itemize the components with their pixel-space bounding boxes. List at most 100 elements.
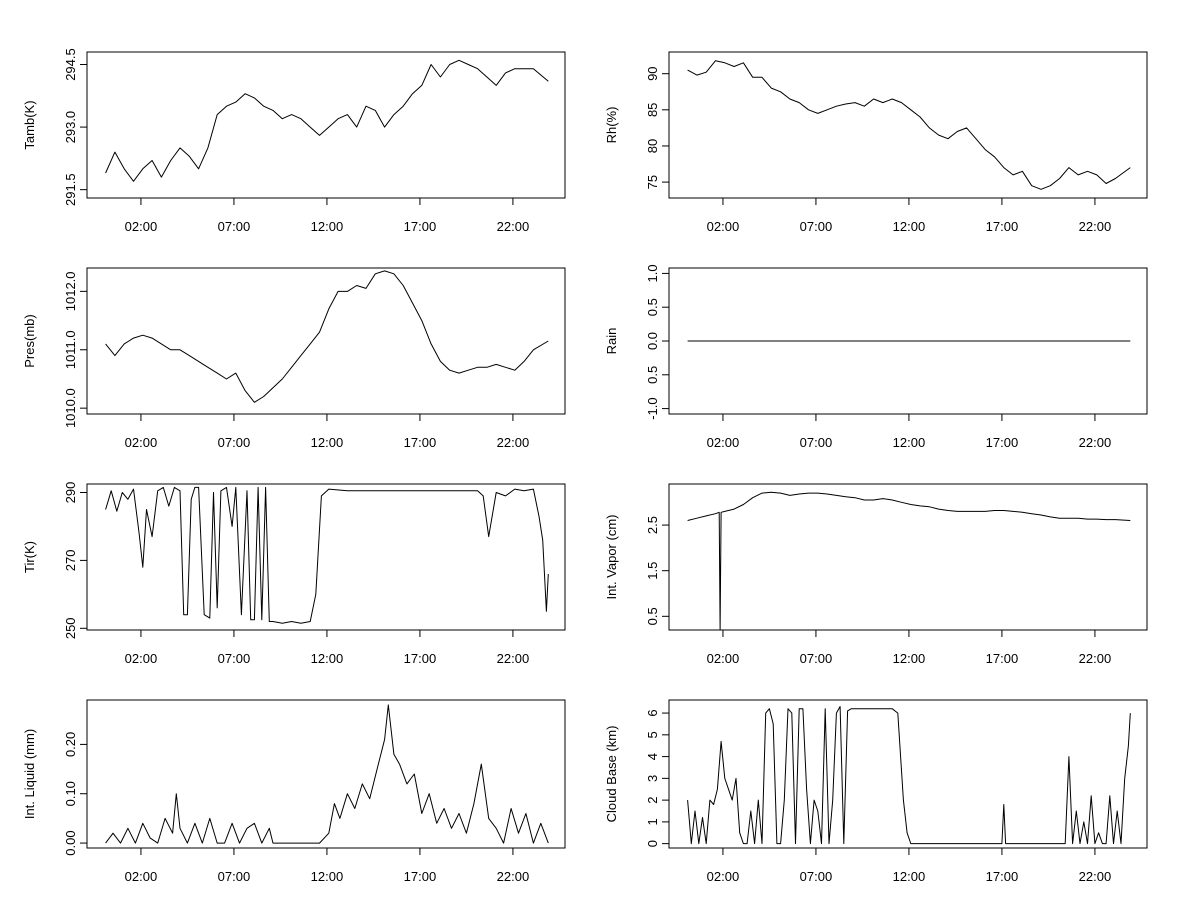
series-line [105,486,549,624]
series-line [105,270,549,403]
x-tick-label: 02:00 [707,651,740,666]
y-tick-label: 0.5 [645,298,660,316]
x-tick-label: 17:00 [986,651,1019,666]
series-line [687,706,1131,845]
x-tick-label: 17:00 [986,869,1019,884]
y-axis-label: Int. Liquid (mm) [22,729,37,819]
y-axis-label: Tamb(K) [22,100,37,149]
y-tick-label: 270 [63,550,78,572]
x-tick-label: 17:00 [404,219,437,234]
y-tick-label: -1.0 [645,397,660,419]
y-tick-label: 0.5 [645,366,660,384]
y-tick-label: 0.00 [63,830,78,855]
y-tick-label: 90 [645,66,660,80]
panel-3: 02:00 07:00 12:00 17:00 22:00 -1.0 0.5 0.0 0.5 1.… [604,264,1148,450]
y-tick-label: 0.5 [645,607,660,625]
y-axis-label: Cloud Base (km) [604,726,619,823]
panel-5: 02:00 07:00 12:00 17:00 22:00 0.5 1.5 2.5 Int. V… [604,483,1148,666]
x-tick-label: 12:00 [311,651,344,666]
x-tick-label: 22:00 [1079,651,1112,666]
y-tick-label: 291.5 [63,173,78,206]
panel-1: 02:00 07:00 12:00 17:00 22:00 75 80 85 90 Rh(%) [604,51,1148,234]
panel-2: 02:00 07:00 12:00 17:00 22:00 1010.0 1011.0 101… [22,267,566,450]
y-tick-label: 85 [645,103,660,117]
x-tick-label: 17:00 [986,219,1019,234]
y-tick-label: 0.0 [645,332,660,350]
plot-frame [86,483,566,631]
y-tick-label: 75 [645,175,660,189]
plot-frame [86,699,566,849]
y-axis-label: Pres(mb) [22,314,37,367]
x-tick-label: 07:00 [800,435,833,450]
x-tick-label: 12:00 [311,869,344,884]
x-tick-label: 07:00 [218,219,251,234]
y-tick-label: 293.0 [63,111,78,144]
y-tick-label: 1010.0 [63,388,78,428]
y-tick-label: 250 [63,617,78,639]
x-tick-label: 22:00 [497,435,530,450]
y-tick-label: 1.5 [645,562,660,580]
x-tick-label: 02:00 [125,435,158,450]
y-axis-label: Rh(%) [604,107,619,144]
y-tick-label: 294.5 [63,48,78,81]
x-tick-label: 12:00 [893,435,926,450]
x-tick-label: 07:00 [218,435,251,450]
y-tick-label: 2 [645,797,660,804]
x-tick-label: 07:00 [800,219,833,234]
x-tick-label: 12:00 [311,219,344,234]
plot-frame [668,699,1148,849]
series-line [105,59,549,182]
y-tick-label: 80 [645,139,660,153]
y-tick-label: 0.20 [63,732,78,757]
y-tick-label: 1012.0 [63,271,78,311]
x-tick-label: 02:00 [125,869,158,884]
y-tick-label: 5 [645,731,660,738]
x-tick-label: 17:00 [986,435,1019,450]
y-tick-label: 0.10 [63,781,78,806]
plot-frame [668,483,1148,631]
panel-0: 02:00 07:00 12:00 17:00 22:00 291.5 293.0 294.5… [22,48,566,234]
y-tick-label: 6 [645,709,660,716]
plot-frame [668,51,1148,199]
x-tick-label: 17:00 [404,651,437,666]
panel-7: 02:00 07:00 12:00 17:00 22:00 0 1 2 3 4 5 6 Cloud Ba… [604,699,1148,884]
x-tick-label: 22:00 [1079,869,1112,884]
panel-6: 02:00 07:00 12:00 17:00 22:00 0.00 0.10 0.20 Int… [22,699,566,884]
x-tick-label: 02:00 [707,435,740,450]
x-tick-label: 07:00 [218,651,251,666]
x-tick-label: 12:00 [893,869,926,884]
x-tick-label: 22:00 [1079,219,1112,234]
x-tick-label: 07:00 [800,651,833,666]
y-tick-label: 4 [645,753,660,760]
x-tick-label: 22:00 [497,869,530,884]
x-tick-label: 02:00 [707,869,740,884]
x-tick-label: 07:00 [800,869,833,884]
x-tick-label: 17:00 [404,869,437,884]
y-axis-label: Int. Vapor (cm) [604,514,619,599]
y-tick-label: 2.5 [645,516,660,534]
x-tick-label: 22:00 [497,219,530,234]
x-tick-label: 02:00 [125,651,158,666]
x-tick-label: 12:00 [893,219,926,234]
plot-frame [86,51,566,199]
x-tick-label: 12:00 [893,651,926,666]
y-tick-label: 0 [645,840,660,847]
x-tick-label: 17:00 [404,435,437,450]
y-axis-label: Rain [604,328,619,355]
x-tick-label: 22:00 [497,651,530,666]
x-tick-label: 07:00 [218,869,251,884]
x-tick-label: 12:00 [311,435,344,450]
y-tick-label: 1011.0 [63,330,78,369]
y-tick-label: 1 [645,818,660,825]
series-line [687,60,1131,190]
y-tick-label: 1.0 [645,264,660,282]
plot-frame [86,267,566,415]
x-tick-label: 02:00 [125,219,158,234]
panel-4: 02:00 07:00 12:00 17:00 22:00 250 270 290 Tir(K) [22,482,566,666]
y-axis-label: Tir(K) [22,541,37,573]
x-tick-label: 02:00 [707,219,740,234]
series-line [687,491,1131,631]
series-line [105,704,549,844]
x-tick-label: 22:00 [1079,435,1112,450]
